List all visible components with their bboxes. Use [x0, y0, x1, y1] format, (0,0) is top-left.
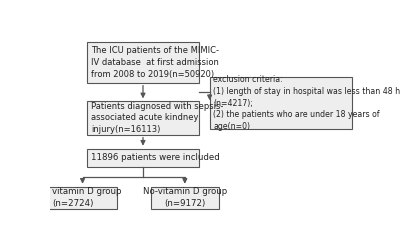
- Text: No-vitamin D group
(n=9172): No-vitamin D group (n=9172): [143, 187, 227, 208]
- FancyBboxPatch shape: [87, 101, 199, 135]
- FancyBboxPatch shape: [210, 77, 352, 129]
- Text: The ICU patients of the MIMIC-
IV database  at first admission
from 2008 to 2019: The ICU patients of the MIMIC- IV databa…: [91, 46, 219, 79]
- FancyBboxPatch shape: [48, 187, 117, 209]
- FancyBboxPatch shape: [87, 149, 199, 167]
- Text: vitamin D group
(n=2724): vitamin D group (n=2724): [52, 187, 122, 208]
- Text: exclusion criteria:
(1) length of stay in hospital was less than 48 h
(n=4217);
: exclusion criteria: (1) length of stay i…: [213, 75, 400, 131]
- Text: 11896 patients were included: 11896 patients were included: [91, 153, 220, 162]
- FancyBboxPatch shape: [87, 42, 199, 83]
- Text: Patients diagnosed with sepsis-
associated acute kindney
injury(n=16113): Patients diagnosed with sepsis- associat…: [91, 102, 223, 134]
- FancyBboxPatch shape: [151, 187, 219, 209]
